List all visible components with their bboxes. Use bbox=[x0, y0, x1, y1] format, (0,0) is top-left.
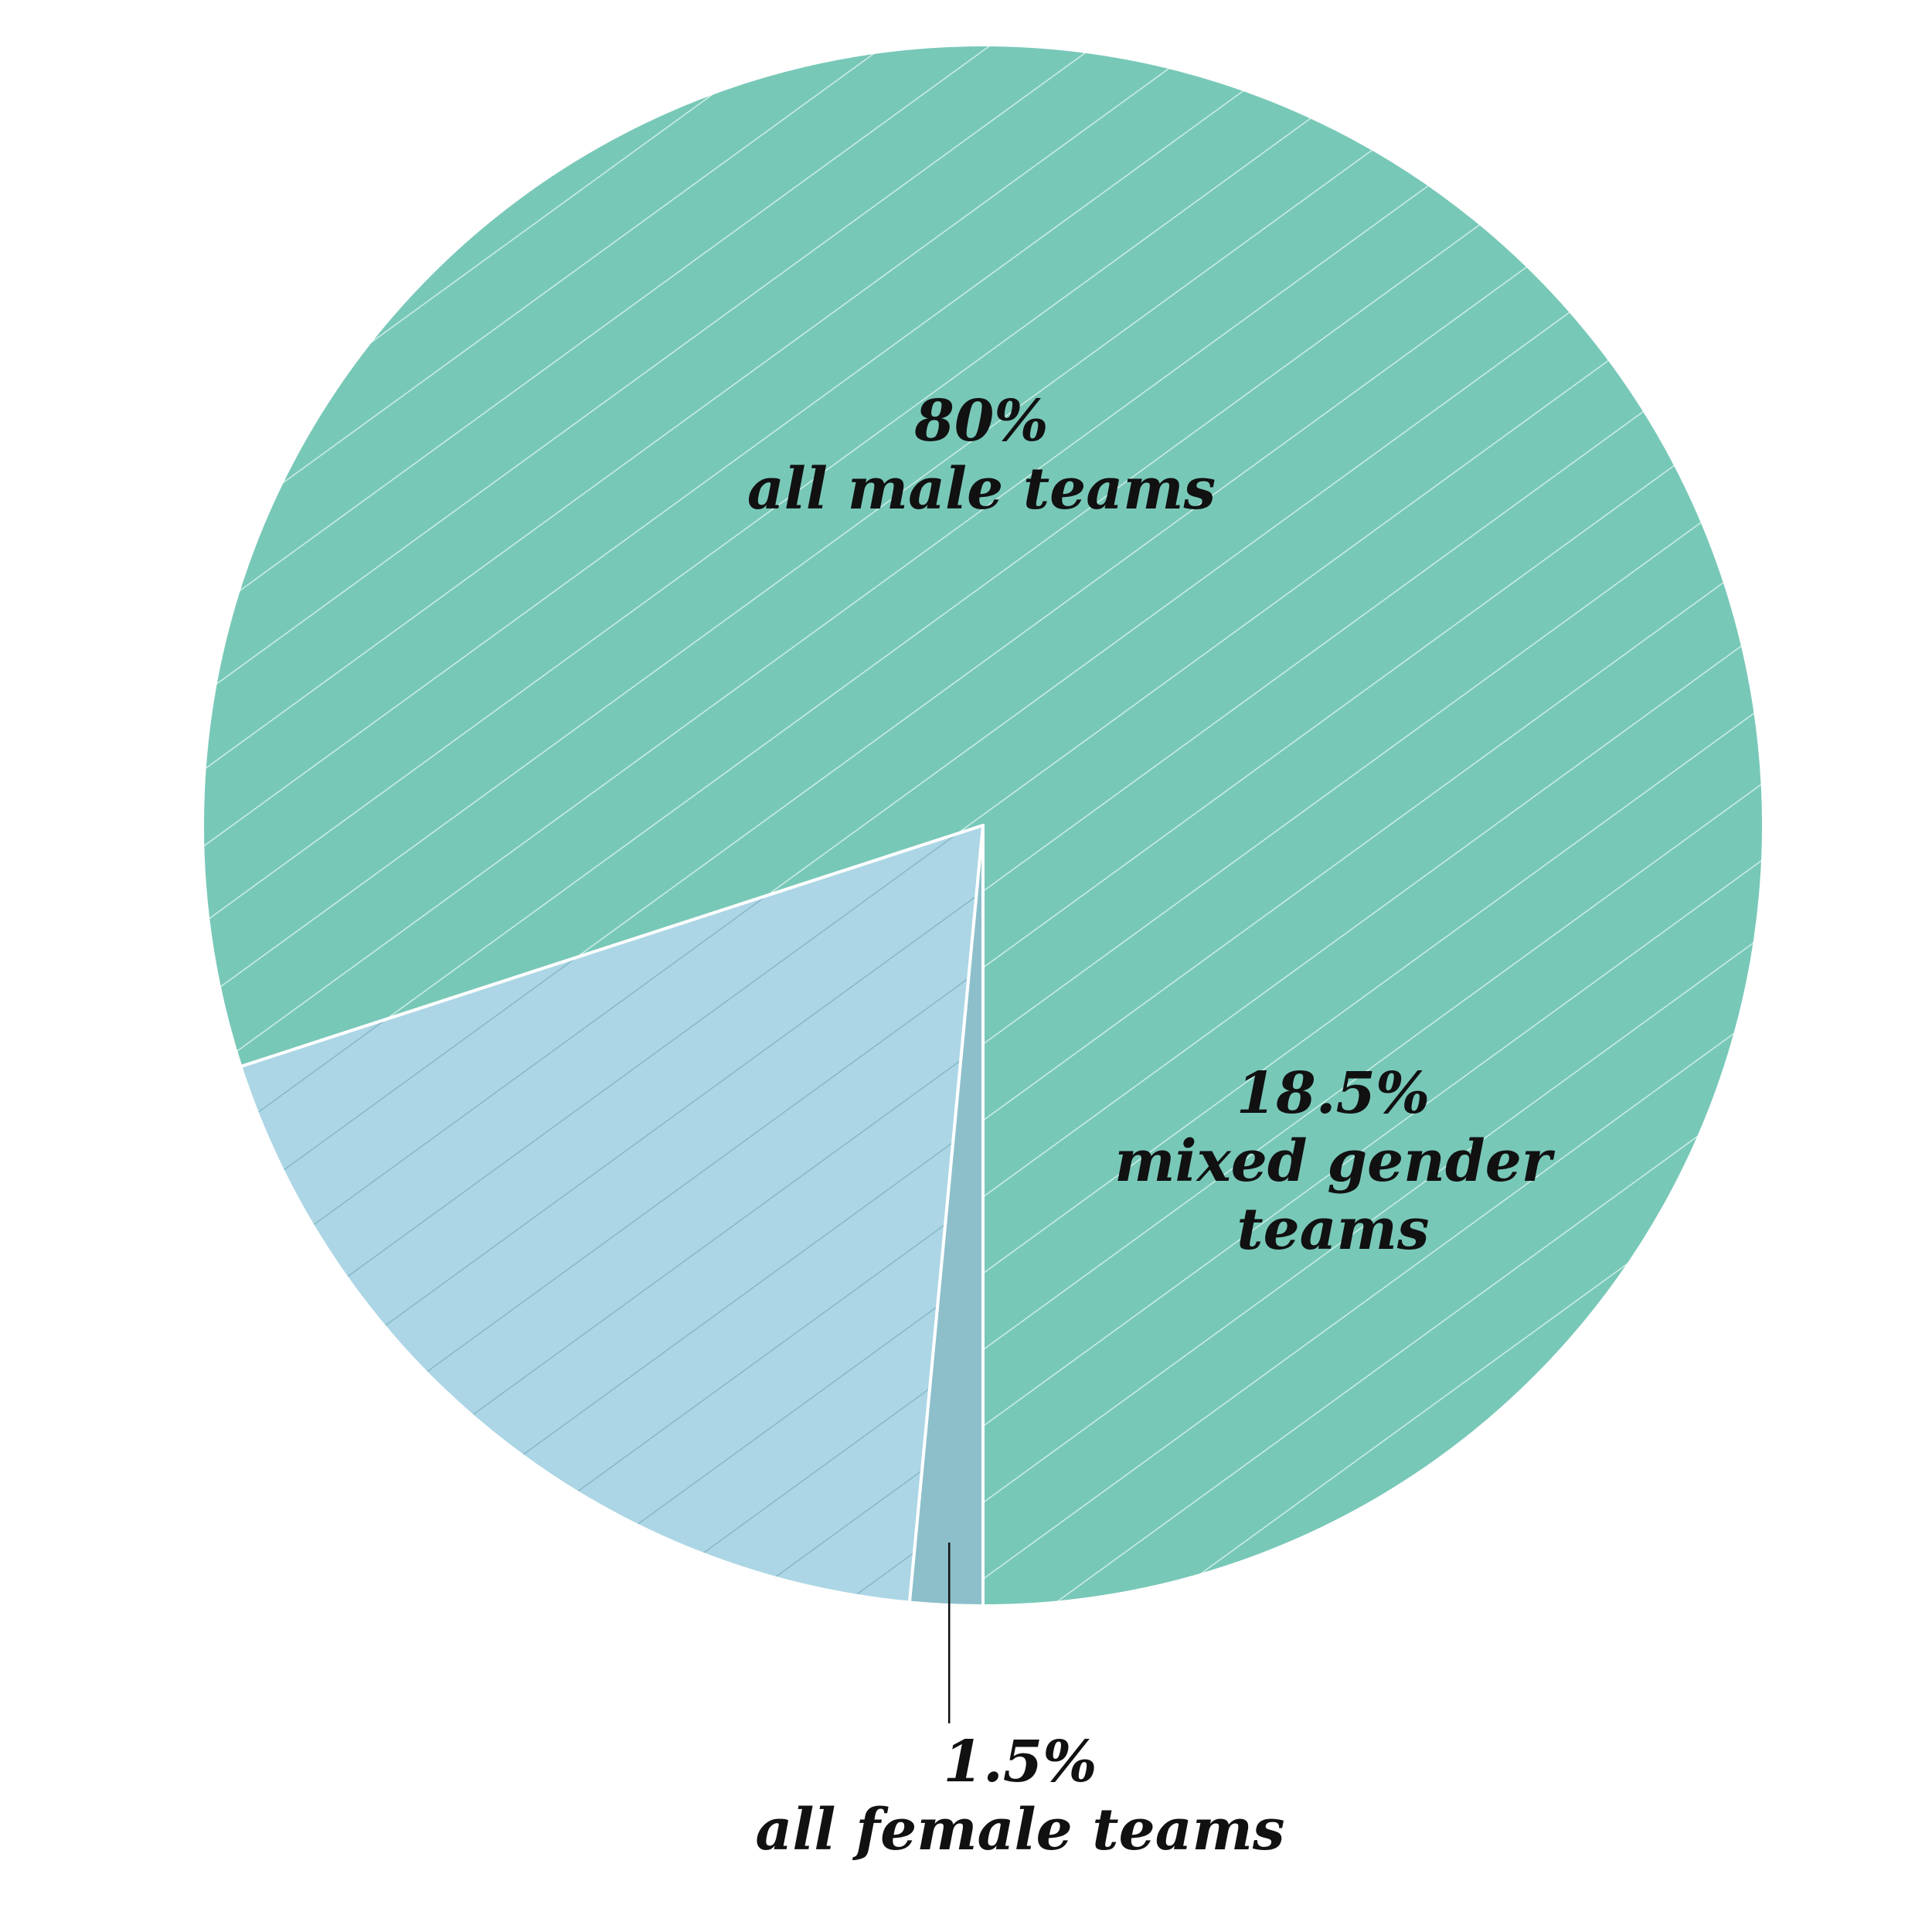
slice-name-label: all female teams bbox=[755, 1797, 1284, 1863]
slice-name-label: mixed gender bbox=[1114, 1128, 1556, 1195]
pie-slice-mixed-gender-teams bbox=[239, 824, 985, 1604]
slice-value-label: 80% bbox=[913, 388, 1048, 454]
pie-slice-all-female-teams bbox=[907, 824, 985, 1607]
slice-name-label: teams bbox=[1236, 1196, 1429, 1263]
slice-label-all-female-teams: 1.5% all female teams bbox=[755, 1729, 1284, 1863]
pie-slices bbox=[200, 43, 1765, 1607]
slice-label-mixed-gender-teams: 18.5% mixed gender teams bbox=[1114, 1060, 1556, 1263]
slice-name-label: all male teams bbox=[747, 456, 1216, 522]
slice-label-all-male-teams: 80% all male teams bbox=[747, 388, 1216, 522]
slice-value-label: 18.5% bbox=[1236, 1060, 1430, 1127]
slice-value-label: 1.5% bbox=[943, 1729, 1097, 1795]
